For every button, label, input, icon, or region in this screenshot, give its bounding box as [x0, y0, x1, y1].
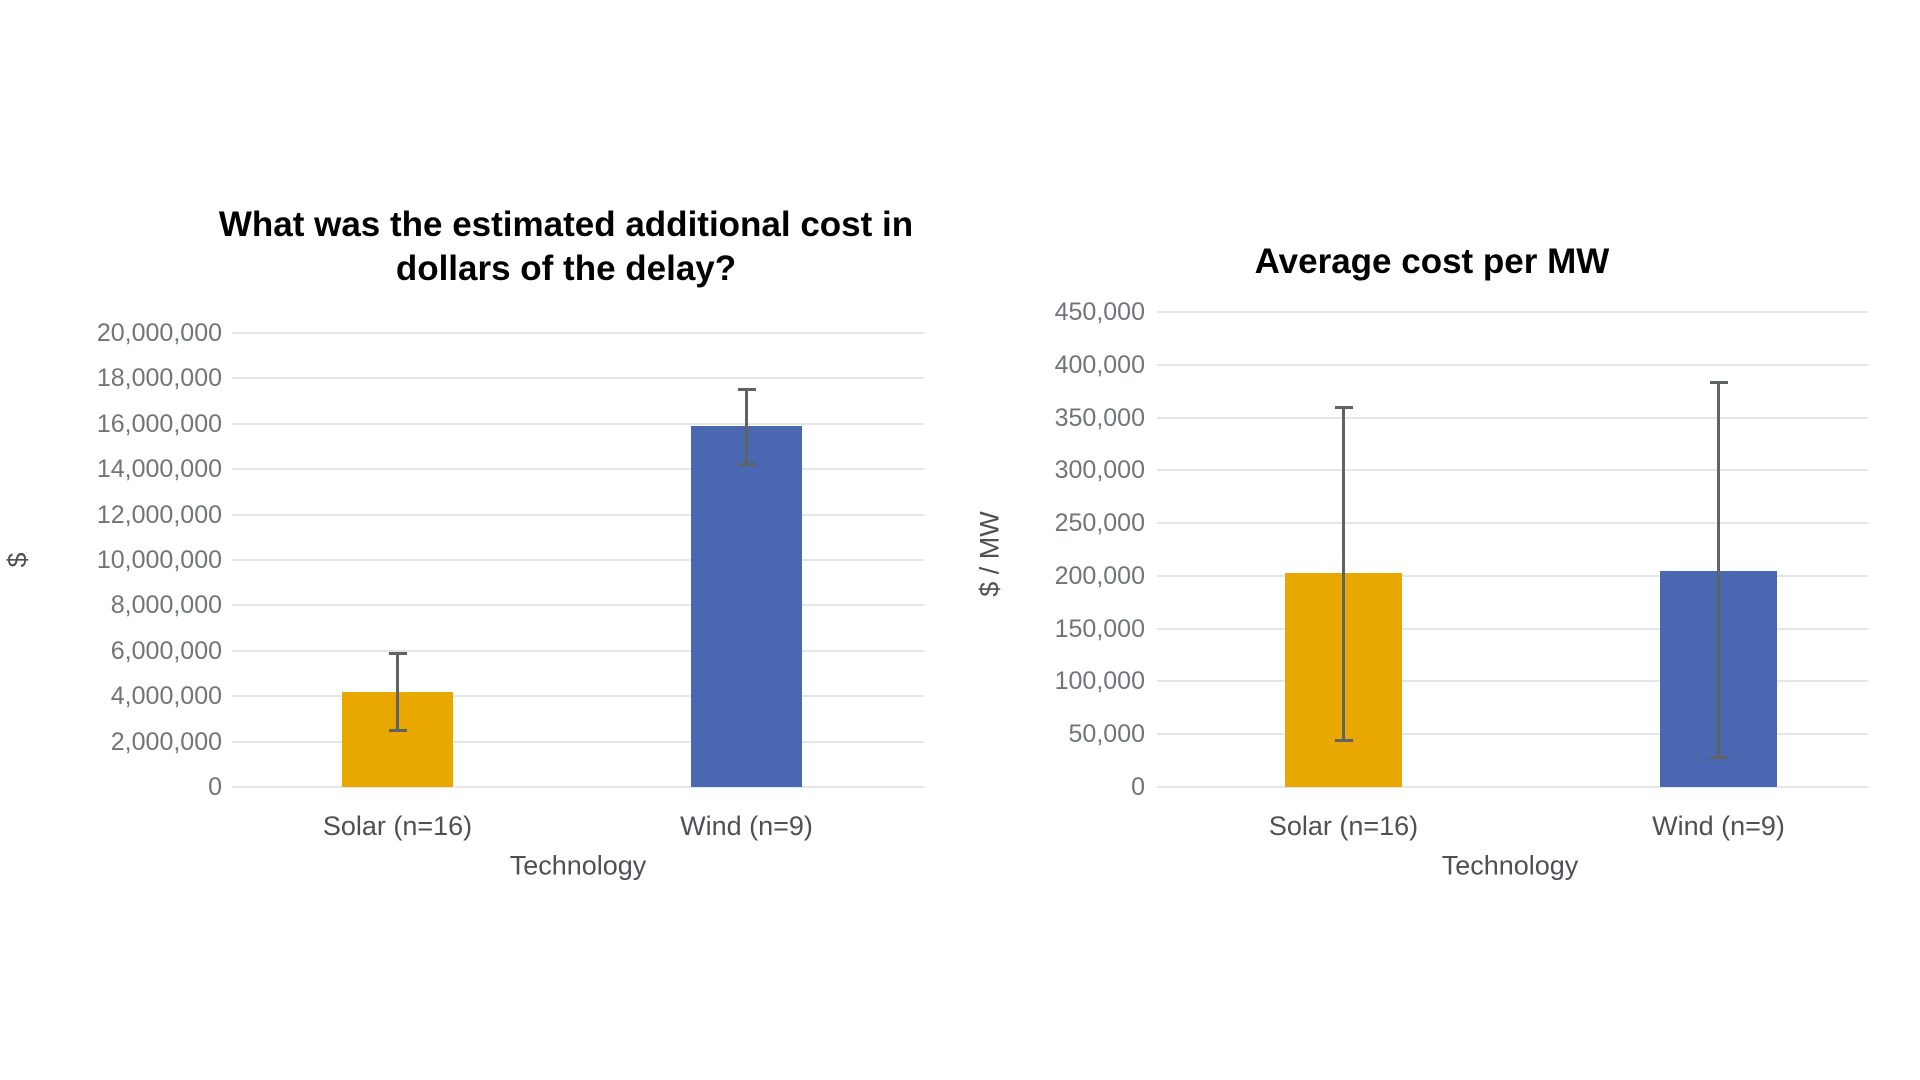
x-axis-title-right: Technology [1441, 850, 1579, 881]
error-bar-wind [745, 389, 748, 465]
chart-title-right: Average cost per MW [1254, 242, 1610, 281]
category-label-wind: Wind (n=9) [680, 811, 813, 841]
y-tick-label: 0 [1131, 773, 1145, 801]
y-tick-label: 150,000 [1054, 614, 1145, 643]
error-bar-cap-low [1334, 739, 1353, 743]
gridline [1157, 363, 1868, 366]
error-bar-solar [396, 653, 399, 731]
error-bar-cap-high [1709, 381, 1728, 385]
gridline [232, 604, 924, 607]
y-tick-label: 20,000,000 [96, 319, 222, 347]
category-label-solar: Solar (n=16) [1268, 811, 1419, 841]
gridline [232, 695, 924, 698]
error-bar-solar [1342, 407, 1345, 741]
y-tick-label: 8,000,000 [110, 591, 222, 620]
gridline [232, 513, 924, 516]
y-tick-label: 12,000,000 [96, 500, 222, 529]
y-tick-label: 4,000,000 [110, 682, 222, 711]
y-tick-label: 100,000 [1054, 667, 1145, 696]
error-bar-cap-high [388, 651, 407, 655]
gridline [232, 332, 924, 334]
y-tick-label: 300,000 [1054, 456, 1145, 485]
gridline [1157, 786, 1868, 788]
error-bar-cap-low [388, 728, 407, 732]
gridline [232, 422, 924, 425]
bar-wind [691, 426, 802, 787]
gridline [1157, 733, 1868, 736]
gridline [232, 377, 924, 380]
gridline [232, 468, 924, 471]
error-bar-cap-high [1334, 405, 1353, 409]
gridline [1157, 522, 1868, 525]
y-tick-label: 16,000,000 [96, 409, 222, 438]
y-tick-label: 350,000 [1054, 403, 1145, 432]
y-tick-label: 200,000 [1054, 561, 1145, 590]
y-tick-label: 6,000,000 [110, 636, 222, 665]
y-tick-label: 2,000,000 [110, 727, 222, 756]
category-label-wind: Wind (n=9) [1652, 811, 1785, 841]
y-tick-label: 10,000,000 [96, 546, 222, 574]
y-tick-label: 18,000,000 [96, 364, 222, 393]
gridline [1157, 680, 1868, 683]
gridline [232, 559, 924, 561]
error-bar-cap-low [737, 463, 756, 467]
x-axis-title-left: Technology [509, 850, 647, 881]
error-bar-wind [1717, 382, 1720, 758]
gridline [1157, 627, 1868, 630]
gridline [1157, 469, 1868, 472]
chart-title-left: What was the estimated additional cost i… [218, 205, 914, 289]
y-tick-label: 400,000 [1054, 350, 1145, 379]
gridline [1157, 311, 1868, 313]
y-tick-label: 450,000 [1054, 298, 1145, 326]
y-tick-label: 0 [208, 773, 222, 801]
y-tick-label: 14,000,000 [96, 455, 222, 484]
gridline [1157, 574, 1868, 577]
y-tick-label: 250,000 [1054, 509, 1145, 538]
gridline [1157, 416, 1868, 419]
gridline [232, 649, 924, 652]
gridline [232, 740, 924, 743]
y-tick-label: 50,000 [1068, 720, 1145, 749]
error-bar-cap-low [1709, 755, 1728, 759]
error-bar-cap-high [737, 388, 756, 392]
category-label-solar: Solar (n=16) [322, 811, 473, 841]
gridline [232, 786, 924, 788]
